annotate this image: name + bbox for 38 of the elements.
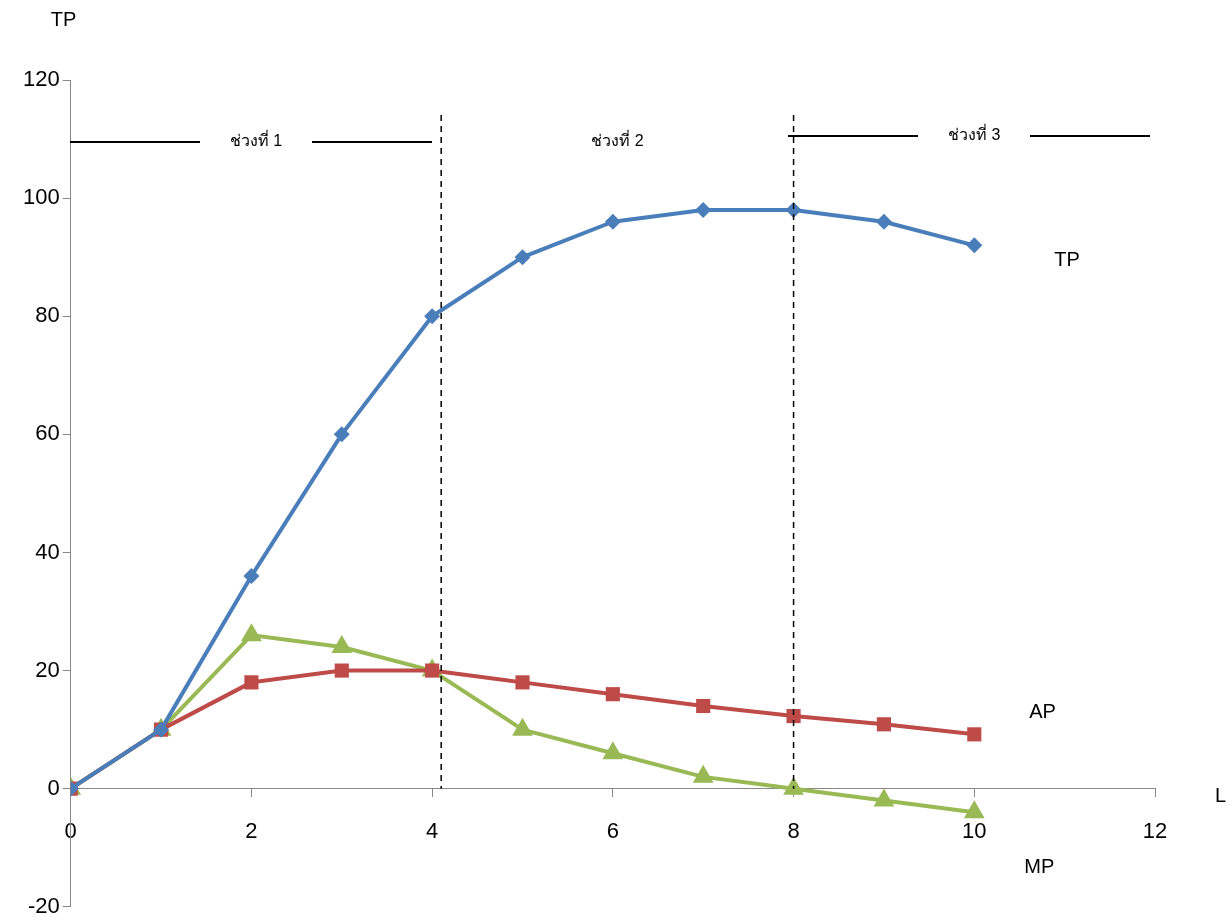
point	[967, 727, 982, 742]
annotation: ช่วงที่ 1	[229, 129, 283, 150]
point	[243, 568, 260, 585]
y-tick-label: -20	[27, 892, 60, 918]
point	[424, 308, 441, 325]
text: TP	[1054, 247, 1080, 270]
x-tick-label: 2	[245, 817, 258, 843]
y-tick-label: 20	[35, 656, 60, 682]
point	[785, 201, 802, 218]
text: AP	[1029, 699, 1056, 722]
point	[334, 663, 349, 678]
y-tick-label: 120	[22, 66, 60, 92]
text: MP	[1024, 854, 1055, 877]
x-tick-label: 8	[787, 817, 800, 843]
y-tick-label: 40	[35, 538, 60, 564]
point	[514, 249, 531, 266]
x-axis-title: L	[1215, 784, 1227, 807]
x-tick-label: 10	[962, 817, 987, 843]
y-tick-label: 0	[47, 774, 60, 800]
point	[786, 708, 801, 724]
x-tick-label: 4	[426, 817, 439, 843]
point	[876, 717, 891, 732]
x-tick-label: 12	[1142, 817, 1168, 843]
annotation: ช่วงที่ 3	[948, 123, 1001, 144]
point	[515, 675, 530, 690]
x-tick-label: 6	[606, 817, 619, 843]
y-tick-label: 100	[22, 184, 60, 210]
point	[244, 675, 259, 690]
point	[875, 213, 892, 230]
point	[333, 426, 350, 443]
point	[696, 698, 711, 714]
point	[966, 237, 983, 254]
y-tick-label: 60	[35, 420, 60, 446]
point	[604, 213, 621, 230]
point	[605, 687, 620, 702]
y-axis-title: TP	[50, 7, 77, 30]
annotation: ช่วงที่ 2	[591, 129, 644, 150]
y-tick-label: 80	[35, 302, 60, 328]
